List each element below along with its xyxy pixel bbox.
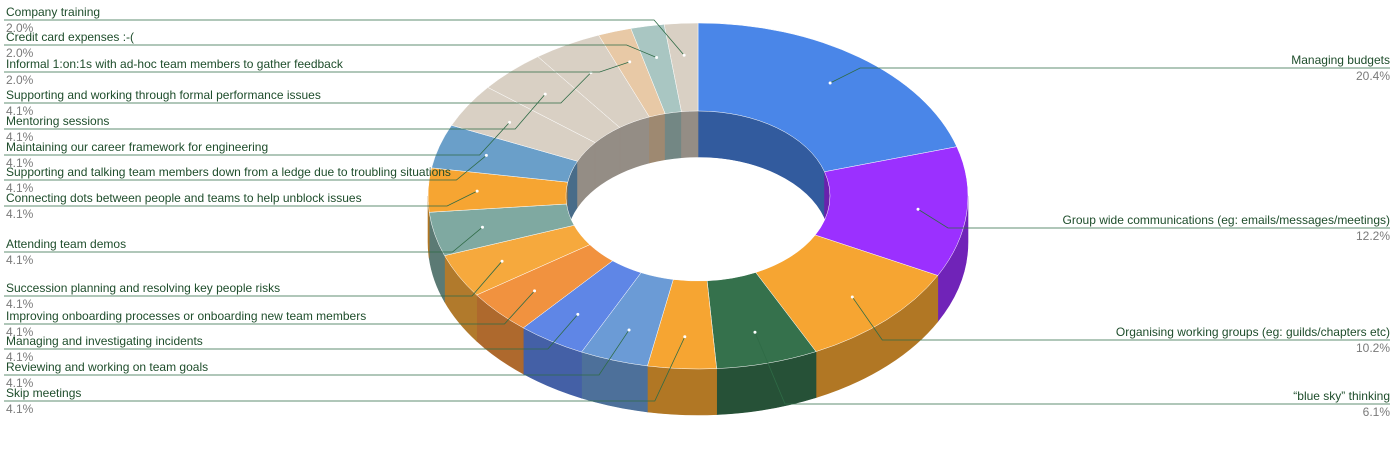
slice-label: Attending team demos — [6, 237, 126, 251]
leader-dot — [683, 335, 687, 339]
slice-percent-label: 2.0% — [6, 73, 34, 87]
slice-label: Group wide communications (eg: emails/me… — [1063, 213, 1390, 227]
slice-label: Reviewing and working on team goals — [6, 360, 208, 374]
leader-line — [4, 72, 592, 104]
slice-percent-label: 4.1% — [6, 350, 34, 364]
slice-label: Credit card expenses :-( — [6, 30, 134, 44]
leader-dot — [475, 189, 479, 193]
leader-dot — [500, 259, 504, 263]
slice-percent-label: 4.1% — [6, 376, 34, 390]
leader-dot — [828, 81, 832, 85]
slice-percent-label: 4.1% — [6, 253, 34, 267]
slice-label: Supporting and working through formal pe… — [6, 88, 321, 102]
leader-line — [4, 61, 630, 73]
pie-slice — [814, 146, 969, 276]
leader-line — [917, 208, 1390, 229]
leader-line — [851, 296, 1390, 341]
leader-dot — [543, 92, 547, 96]
slice-inner-wall — [681, 110, 699, 158]
leader-line — [4, 93, 546, 130]
leader-dot — [576, 312, 580, 316]
slice-label: Maintaining our career framework for eng… — [6, 140, 268, 154]
leader-dot — [508, 120, 512, 124]
slice-percent-label: 4.1% — [6, 402, 34, 416]
slice-percent-label: 20.4% — [1356, 69, 1390, 83]
slice-label: Connecting dots between people and teams… — [6, 191, 362, 205]
slice-outer-wall — [647, 365, 717, 416]
leader-line — [754, 332, 1390, 405]
slice-label: Company training — [6, 5, 100, 19]
leader-line — [4, 260, 503, 297]
leader-dot — [627, 328, 631, 332]
slice-label: Skip meetings — [6, 386, 81, 400]
pie-slice — [663, 22, 699, 112]
slice-label: “blue sky” thinking — [1293, 389, 1390, 403]
donut-top-faces — [427, 22, 969, 370]
slice-percent-label: 4.1% — [6, 104, 34, 118]
leader-line — [4, 122, 510, 156]
slice-percent-label: 12.2% — [1356, 229, 1390, 243]
leader-dot — [533, 289, 537, 293]
slice-label: Succession planning and resolving key pe… — [6, 281, 280, 295]
leader-line — [829, 67, 1390, 84]
leader-dot — [682, 53, 686, 57]
leader-dot — [916, 207, 920, 211]
leader-dot — [628, 60, 632, 64]
leader-line — [4, 155, 487, 181]
slice-inner-wall — [664, 111, 682, 161]
leader-dot — [484, 153, 488, 157]
slice-percent-label: 2.0% — [6, 21, 34, 35]
slice-percent-label: 2.0% — [6, 46, 34, 60]
slice-label: Improving onboarding processes or onboar… — [6, 309, 366, 323]
slice-percent-label: 4.1% — [6, 207, 34, 221]
slice-label: Mentoring sessions — [6, 114, 109, 128]
leader-line — [4, 329, 630, 376]
slice-inner-wall — [649, 113, 666, 164]
leader-line — [4, 336, 686, 402]
slice-label: Managing and investigating incidents — [6, 334, 203, 348]
leader-line — [4, 190, 478, 207]
slice-percent-label: 4.1% — [6, 181, 34, 195]
leader-dot — [753, 330, 757, 334]
slice-label: Managing budgets — [1291, 53, 1390, 67]
leader-dot — [655, 56, 659, 59]
slice-percent-label: 10.2% — [1356, 341, 1390, 355]
leader-line — [4, 290, 535, 325]
slice-percent-label: 6.1% — [1363, 405, 1391, 419]
slice-label: Informal 1:on:1s with ad-hoc team member… — [6, 57, 344, 71]
leader-line — [4, 19, 685, 56]
pie-slice — [697, 22, 958, 173]
slice-label: Supporting and talking team members down… — [6, 165, 451, 179]
leader-lines — [4, 19, 1390, 405]
slice-percent-label: 4.1% — [6, 325, 34, 339]
leader-line — [4, 226, 483, 253]
donut-side-walls — [427, 110, 969, 416]
slice-percent-label: 4.1% — [6, 156, 34, 170]
slice-label: Organising working groups (eg: guilds/ch… — [1116, 325, 1390, 339]
leader-dot — [850, 295, 854, 299]
slice-percent-label: 4.1% — [6, 297, 34, 311]
leader-line — [4, 44, 657, 58]
leader-dot — [480, 225, 484, 229]
leader-line — [4, 314, 579, 350]
slice-labels: Managing budgets 20.4% Group wide communic… — [6, 5, 1390, 419]
slice-percent-label: 4.1% — [6, 130, 34, 144]
